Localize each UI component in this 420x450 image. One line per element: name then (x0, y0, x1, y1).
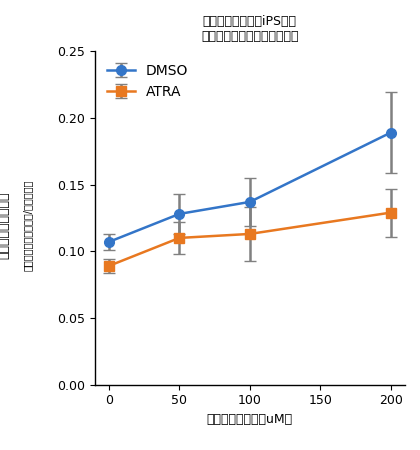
Text: 活性酸素産生レベル: 活性酸素産生レベル (0, 191, 10, 259)
X-axis label: オレイン酸濃度（uM）: オレイン酸濃度（uM） (207, 413, 293, 426)
Legend: DMSO, ATRA: DMSO, ATRA (102, 58, 194, 104)
Text: （活性酸素の蛍光強度/総細胞数）: （活性酸素の蛍光強度/総細胞数） (22, 179, 32, 271)
Title: ウィルソン病患者iPS由来
肝細胞における活性酸素生産: ウィルソン病患者iPS由来 肝細胞における活性酸素生産 (201, 15, 299, 43)
